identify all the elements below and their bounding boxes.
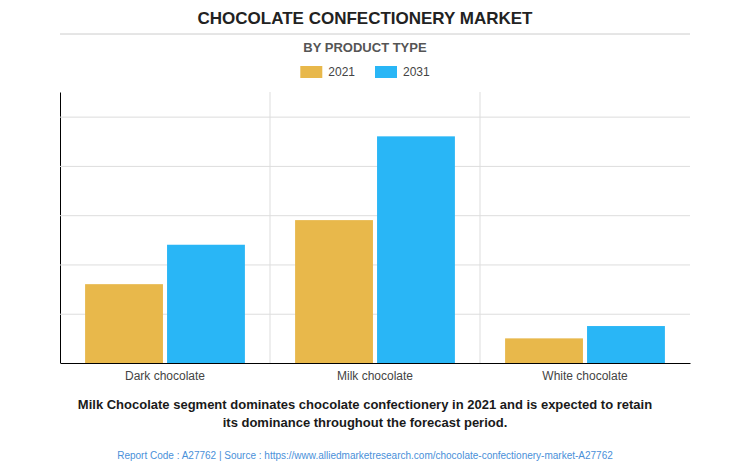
- grid-line: [60, 363, 690, 364]
- series: [167, 136, 665, 363]
- y-tick: [60, 166, 690, 167]
- grid-line: [60, 215, 690, 216]
- chart: CHOCOLATE CONFECTIONERY MARKET BY PRODUCT…: [0, 0, 730, 473]
- bars: [85, 136, 665, 363]
- bar: [167, 245, 245, 363]
- x-axis: Dark chocolate Milk chocolate White chocol…: [61, 363, 691, 383]
- legend-item: 2031: [375, 65, 430, 79]
- x-tick: Milk chocolate: [337, 363, 413, 383]
- bar: [587, 326, 665, 363]
- subtitle: BY PRODUCT TYPE: [303, 40, 427, 55]
- plot: Dark chocolate Milk chocolate White chocol…: [60, 92, 691, 383]
- x-axis-line: [61, 363, 691, 364]
- legend-label: 2021: [328, 65, 355, 79]
- title: CHOCOLATE CONFECTIONERY MARKET: [198, 9, 534, 28]
- bar: [295, 220, 373, 363]
- grid-line: [60, 264, 690, 265]
- y-tick: [60, 215, 690, 216]
- y-tick: [60, 363, 690, 364]
- y-tick: [60, 117, 690, 118]
- footer: Milk Chocolate segment dominates chocola…: [78, 397, 652, 412]
- y-tick: [60, 264, 690, 265]
- x-tick-label: Dark chocolate: [125, 369, 205, 383]
- source: Report Code : A27762 | Source : https://…: [117, 450, 613, 461]
- x-tick: Dark chocolate: [125, 363, 205, 383]
- bar: [377, 136, 455, 363]
- legend: 2021 2031: [300, 65, 430, 79]
- bar: [505, 338, 583, 363]
- grid-line: [60, 166, 690, 167]
- legend-swatch: [300, 66, 322, 78]
- bar: [85, 284, 163, 363]
- legend-label: 2031: [403, 65, 430, 79]
- grid-line: [60, 117, 690, 118]
- y-axis-line: [60, 93, 61, 364]
- footer: its dominance throughout the forecast pe…: [223, 415, 508, 430]
- legend-swatch: [375, 66, 397, 78]
- x-tick-label: White chocolate: [542, 369, 628, 383]
- separator: [480, 92, 481, 363]
- title-rule: [60, 34, 690, 35]
- x-tick: White chocolate: [542, 363, 628, 383]
- legend-item: 2021: [300, 65, 355, 79]
- x-tick-label: Milk chocolate: [337, 369, 413, 383]
- separator: [270, 92, 271, 363]
- y-axis: [60, 93, 690, 364]
- series: [85, 220, 583, 363]
